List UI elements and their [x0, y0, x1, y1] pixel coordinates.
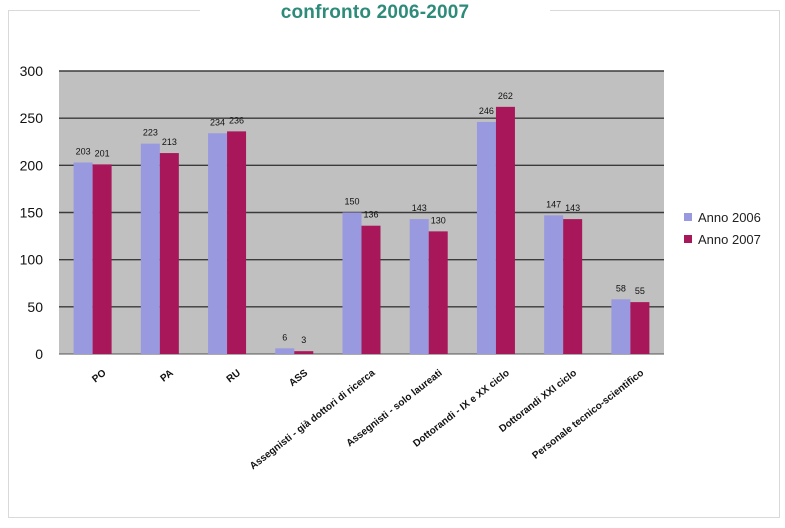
data-label: 203: [76, 147, 91, 157]
legend-label-2006: Anno 2006: [698, 209, 761, 225]
bar-2007: [361, 225, 381, 354]
bar-2007: [630, 302, 650, 354]
y-tick-label: 200: [20, 157, 44, 173]
data-label: 58: [616, 283, 626, 293]
data-label: 130: [431, 215, 446, 225]
data-label: 234: [210, 117, 225, 127]
y-tick-label: 300: [20, 63, 44, 79]
data-label: 223: [143, 128, 158, 138]
title-background: [200, 0, 550, 26]
bar-2006: [208, 133, 228, 354]
bar-2006: [409, 219, 429, 354]
bar-2006: [544, 215, 564, 354]
bar-2007: [227, 131, 247, 354]
x-tick-label: Assegnisti - già dottori di ricerca: [248, 367, 378, 472]
data-label: 147: [546, 199, 561, 209]
data-label: 150: [344, 197, 359, 207]
x-tick-label: PO: [90, 368, 108, 386]
bar-2006: [342, 212, 362, 354]
x-tick-label: ASS: [287, 367, 310, 389]
data-label: 246: [479, 106, 494, 116]
y-tick-label: 0: [35, 346, 43, 362]
data-label: 3: [301, 335, 306, 345]
chart-legend: Anno 2006 Anno 2007: [684, 206, 761, 250]
bar-2006: [275, 348, 295, 354]
legend-swatch-2007: [684, 235, 692, 243]
y-tick-label: 250: [20, 110, 44, 126]
y-tick-label: 50: [27, 299, 43, 315]
data-label: 6: [282, 332, 287, 342]
data-label: 213: [162, 137, 177, 147]
bar-2007: [92, 164, 112, 354]
legend-swatch-2006: [684, 213, 692, 221]
bar-2006: [476, 121, 496, 354]
x-tick-label: PA: [159, 368, 176, 385]
legend-item-2007: Anno 2007: [684, 228, 761, 250]
data-label: 236: [229, 115, 244, 125]
bar-2006: [140, 143, 160, 354]
bar-2007: [159, 153, 179, 354]
bar-2006: [73, 162, 93, 354]
legend-item-2006: Anno 2006: [684, 206, 761, 228]
data-label: 136: [363, 210, 378, 220]
data-label: 201: [95, 148, 110, 158]
y-tick-label: 100: [20, 252, 44, 268]
bar-2007: [563, 219, 583, 354]
data-label: 55: [635, 286, 645, 296]
data-label: 143: [412, 203, 427, 213]
bar-2007: [294, 351, 314, 354]
bar-2007: [495, 106, 515, 354]
chart-title: confronto 2006-2007: [280, 2, 470, 23]
bar-2006: [611, 299, 631, 354]
data-label: 143: [565, 203, 580, 213]
bar-2007: [428, 231, 448, 354]
x-tick-label: RU: [225, 368, 243, 386]
legend-label-2007: Anno 2007: [698, 231, 761, 247]
y-tick-label: 150: [20, 205, 44, 221]
data-label: 262: [498, 91, 513, 101]
x-tick-label: Personale tecnico-scientifico: [530, 368, 646, 462]
